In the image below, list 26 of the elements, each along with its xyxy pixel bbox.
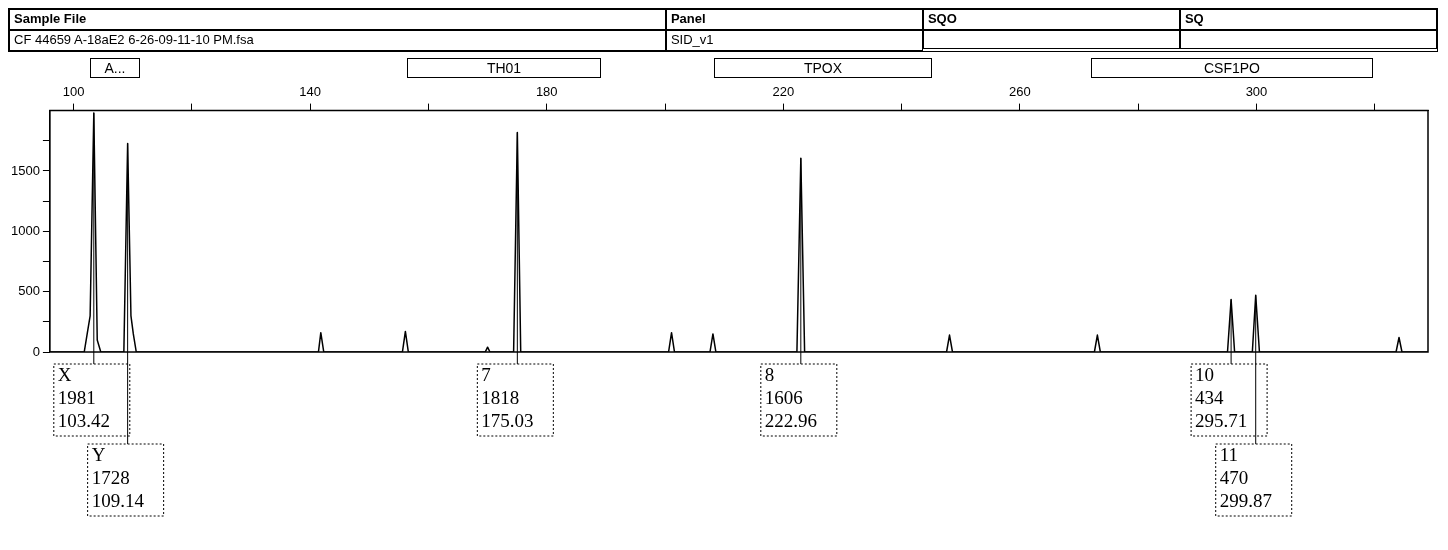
annotation: 11 470 299.87	[1219, 444, 1272, 512]
text: TPOX	[714, 58, 932, 78]
x-tick-label: 260	[1009, 84, 1031, 100]
x-tick-label: 100	[62, 84, 85, 100]
text: CSF1PO	[1091, 58, 1373, 78]
x-tick-label: 300	[1245, 84, 1268, 100]
text: Panel	[665, 9, 923, 30]
text: CF 44659 A-18aE2 6-26-09-11-10 PM.fsa	[9, 30, 666, 51]
annotation: 8 1606 222.96	[764, 364, 818, 432]
text: Sample File	[9, 9, 666, 30]
y-tick-label: 500	[18, 283, 40, 299]
x-tick-label: 140	[299, 84, 322, 100]
text: SID_v1	[665, 30, 923, 51]
text: A...	[90, 58, 140, 78]
y-tick-label: 1500	[11, 162, 40, 178]
text: SQO	[922, 9, 1180, 30]
annotation: Y 1728 109.14	[91, 444, 145, 512]
y-tick-label: 0	[32, 343, 40, 359]
text: TH01	[407, 58, 601, 78]
annotation: 10 434 295.71	[1195, 364, 1248, 432]
annotation: X 1981 103.42	[57, 364, 111, 432]
annotation: 7 1818 175.03	[481, 364, 534, 432]
text: SQ	[1179, 9, 1437, 30]
y-tick-label: 1000	[11, 222, 40, 238]
x-tick-label: 220	[772, 84, 795, 100]
x-tick-label: 180	[535, 84, 558, 100]
